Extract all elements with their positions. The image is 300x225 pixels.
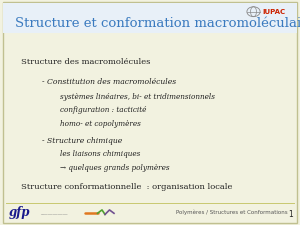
Text: Polymères / Structures et Conformations: Polymères / Structures et Conformations [176,210,288,215]
Text: ___________: ___________ [40,210,68,215]
Text: IUPAC: IUPAC [262,9,286,15]
Text: 1: 1 [288,210,292,219]
Text: → quelques grands polymères: → quelques grands polymères [60,164,170,172]
Text: Structure conformationnelle  : organisation locale: Structure conformationnelle : organisati… [21,183,233,191]
Text: - Constitution des macromolécules: - Constitution des macromolécules [42,78,176,86]
Text: gfp: gfp [9,206,31,219]
Text: Structure des macromolécules: Structure des macromolécules [21,58,150,66]
Text: systèmes linéaires, bi- et tridimensionnels: systèmes linéaires, bi- et tridimensionn… [60,93,215,101]
Text: Structure et conformation macromoléculaire: Structure et conformation macromoléculai… [15,17,300,30]
FancyBboxPatch shape [3,3,297,33]
Text: homo- et copolymères: homo- et copolymères [60,120,141,128]
Text: les liaisons chimiques: les liaisons chimiques [60,150,140,158]
Text: configuration : tacticité: configuration : tacticité [60,106,146,114]
Text: - Structure chimique: - Structure chimique [42,137,122,145]
